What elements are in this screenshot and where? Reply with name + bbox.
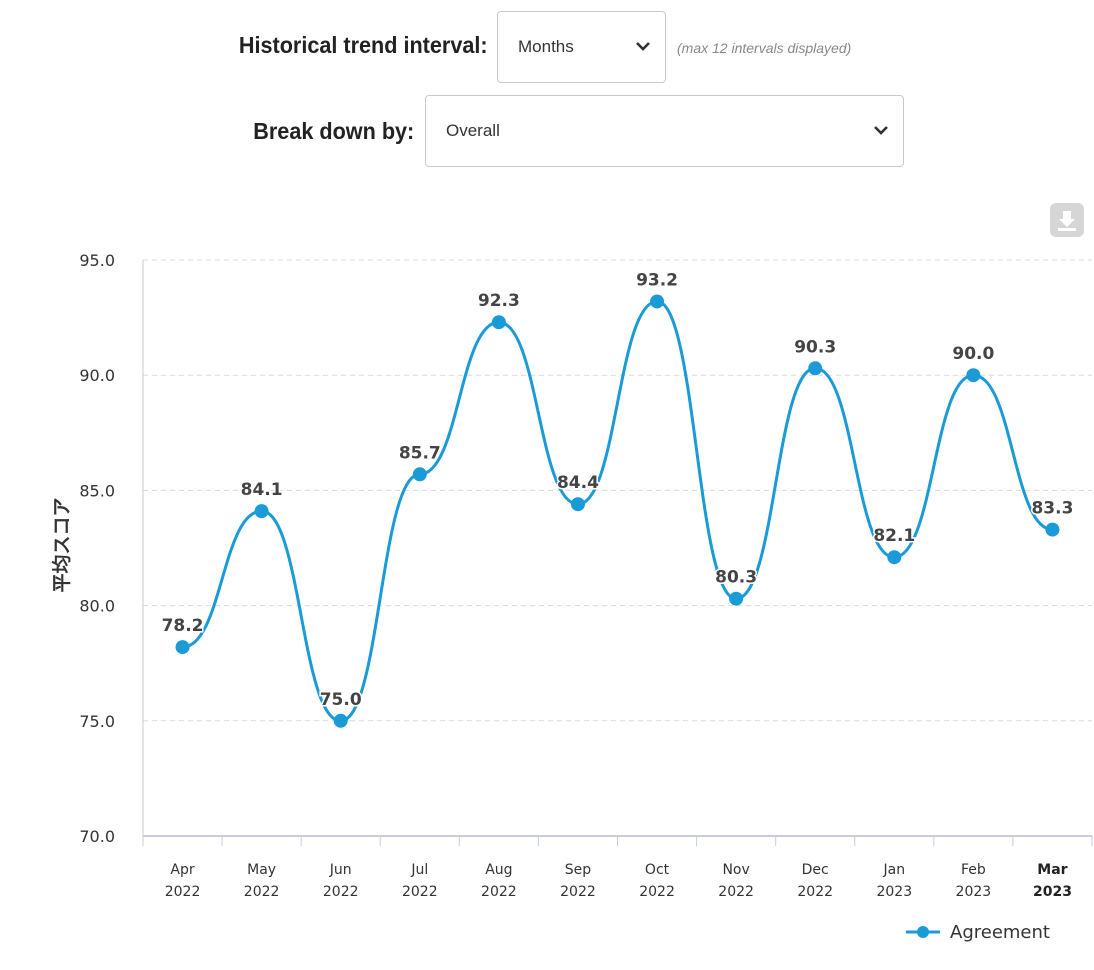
x-tick-month: Aug: [485, 862, 512, 878]
x-tick-year: 2022: [639, 884, 675, 900]
legend-label-agreement: Agreement: [950, 922, 1050, 943]
data-point[interactable]: [966, 368, 981, 383]
data-label: 82.1: [873, 526, 915, 546]
x-tick-month: Jun: [329, 862, 352, 878]
breakdown-label: Break down by:: [253, 118, 414, 144]
interval-select-value: Months: [518, 37, 574, 56]
x-tick-month: Sep: [565, 862, 592, 878]
x-tick-year: 2023: [1033, 884, 1072, 900]
breakdown-select[interactable]: Overall: [425, 95, 904, 167]
data-label: 83.3: [1031, 499, 1073, 519]
download-icon: [1058, 211, 1076, 231]
y-axis-label: 平均スコア: [50, 497, 73, 592]
x-tick-year: 2022: [560, 884, 596, 900]
data-label: 90.3: [794, 337, 836, 357]
legend[interactable]: Agreement: [906, 922, 1050, 943]
data-label: 84.4: [557, 473, 599, 493]
x-tick-month: Mar: [1037, 862, 1067, 878]
x-tick-month: May: [247, 862, 276, 878]
x-tick-year: 2022: [323, 884, 359, 900]
series-line-agreement: [182, 299, 1053, 723]
x-tick-year: 2023: [876, 884, 912, 900]
x-tick-year: 2022: [718, 884, 754, 900]
x-tick-year: 2022: [402, 884, 438, 900]
data-point[interactable]: [729, 591, 744, 606]
x-tick-month: Dec: [802, 862, 829, 878]
data-point[interactable]: [491, 315, 506, 330]
legend-marker: [917, 926, 929, 938]
data-point[interactable]: [254, 504, 269, 519]
data-label: 90.0: [952, 344, 994, 364]
x-tick-month: Jul: [410, 862, 428, 878]
interval-hint: (max 12 intervals displayed): [677, 40, 852, 56]
x-tick-year: 2022: [165, 884, 201, 900]
data-label: 80.3: [715, 568, 757, 588]
y-tick-label: 75.0: [79, 712, 115, 731]
data-point[interactable]: [412, 467, 427, 482]
x-tick-month: Apr: [170, 862, 194, 878]
chevron-down-icon: [636, 42, 650, 51]
x-tick-month: Oct: [645, 862, 670, 878]
x-tick-month: Jan: [882, 862, 905, 878]
data-point[interactable]: [887, 550, 902, 565]
x-tick-month: Feb: [961, 862, 986, 878]
x-tick-year: 2022: [244, 884, 280, 900]
data-point[interactable]: [570, 497, 585, 512]
interval-label: Historical trend interval:: [239, 32, 488, 58]
grid-lines: [143, 259, 1092, 722]
download-button[interactable]: [1050, 203, 1084, 237]
data-point[interactable]: [650, 294, 665, 309]
data-labels: 78.2 84.1 75.0 85.7 92.3 84.4 93.2 80.3 90.3 82.1…: [160, 269, 1075, 711]
y-tick-label: 70.0: [79, 827, 115, 846]
data-label: 75.0: [320, 690, 362, 710]
data-point[interactable]: [808, 361, 823, 376]
data-label: 78.2: [162, 616, 204, 636]
x-tick-month: Nov: [722, 862, 749, 878]
y-axis-ticks: 70.0 75.0 80.0 85.0 90.0 95.0: [79, 251, 115, 846]
x-tick-year: 2023: [956, 884, 992, 900]
data-label: 85.7: [399, 443, 441, 463]
interval-select[interactable]: Months: [497, 11, 666, 83]
series-agreement: [175, 294, 1060, 728]
data-label: 92.3: [478, 291, 520, 311]
data-point[interactable]: [333, 713, 348, 728]
y-tick-label: 90.0: [79, 366, 115, 385]
breakdown-select-value: Overall: [446, 121, 500, 140]
x-axis-ticks: Apr 2022 May 2022 Jun 2022 Jul 2022 Aug 2022 Sep 20…: [165, 862, 1072, 900]
chevron-down-icon: [874, 126, 888, 135]
data-label: 84.1: [241, 480, 283, 500]
axes: [142, 260, 1093, 846]
data-point[interactable]: [175, 640, 190, 655]
y-tick-label: 95.0: [79, 251, 115, 270]
x-tick-year: 2022: [797, 884, 833, 900]
x-tick-year: 2022: [481, 884, 517, 900]
y-tick-label: 80.0: [79, 597, 115, 616]
data-point[interactable]: [1045, 522, 1060, 537]
data-label: 93.2: [636, 270, 678, 290]
y-tick-label: 85.0: [79, 481, 115, 500]
